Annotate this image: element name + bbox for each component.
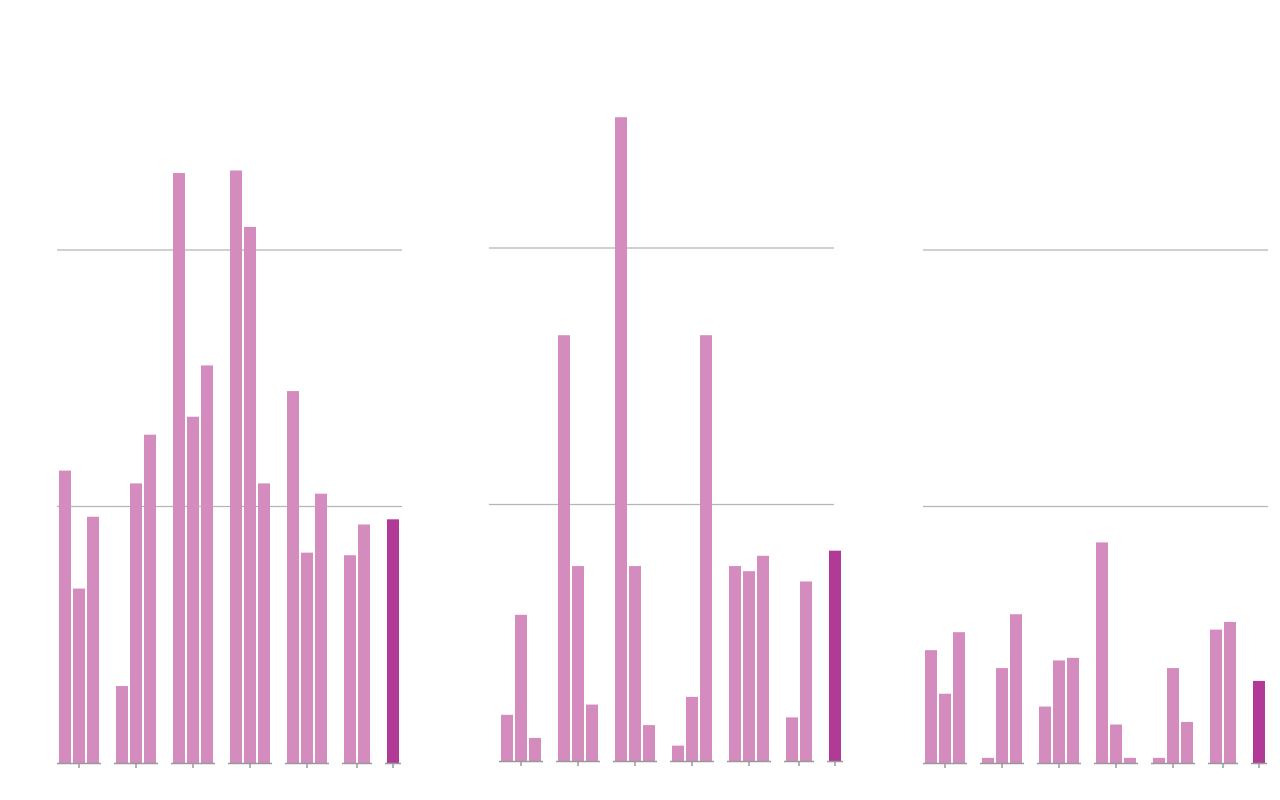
bar <box>230 170 242 764</box>
bar <box>315 493 327 763</box>
bar <box>59 470 71 763</box>
bar <box>287 391 299 763</box>
bar <box>558 335 570 761</box>
bar <box>87 516 99 763</box>
bar <box>116 686 128 763</box>
bar <box>515 614 527 761</box>
bar <box>144 434 156 763</box>
bar <box>829 550 841 761</box>
bar <box>953 632 965 763</box>
bar <box>73 588 85 763</box>
bar <box>996 668 1008 763</box>
bar <box>529 737 541 761</box>
bar <box>672 745 684 761</box>
bar <box>201 365 213 763</box>
bar <box>982 757 994 763</box>
bar <box>244 226 256 764</box>
bar <box>130 483 142 763</box>
bar <box>629 566 641 761</box>
bar <box>700 335 712 761</box>
bar <box>344 555 356 763</box>
bar <box>786 717 798 761</box>
bar <box>1153 757 1165 763</box>
bar <box>187 416 199 763</box>
bar <box>925 650 937 763</box>
bar <box>1053 660 1065 763</box>
bar <box>1167 668 1179 763</box>
bar <box>643 725 655 761</box>
bar <box>757 555 769 761</box>
bar <box>572 566 584 761</box>
bar <box>1010 614 1022 763</box>
bar <box>1224 621 1236 763</box>
bar <box>1067 657 1079 763</box>
bar <box>173 173 185 764</box>
bar <box>686 696 698 761</box>
bar <box>1110 724 1122 763</box>
bar <box>1210 629 1222 763</box>
bar <box>387 519 399 763</box>
bar <box>258 483 270 763</box>
bar <box>1181 721 1193 763</box>
bar <box>743 571 755 761</box>
bar <box>1039 706 1051 763</box>
bar <box>729 566 741 761</box>
bar <box>501 714 513 761</box>
bar <box>800 581 812 761</box>
bar <box>358 524 370 763</box>
bar <box>615 117 627 761</box>
bar <box>1096 542 1108 763</box>
bar <box>301 552 313 763</box>
bar <box>1124 757 1136 763</box>
bar <box>1253 680 1265 763</box>
bar <box>939 693 951 763</box>
bar <box>586 704 598 761</box>
